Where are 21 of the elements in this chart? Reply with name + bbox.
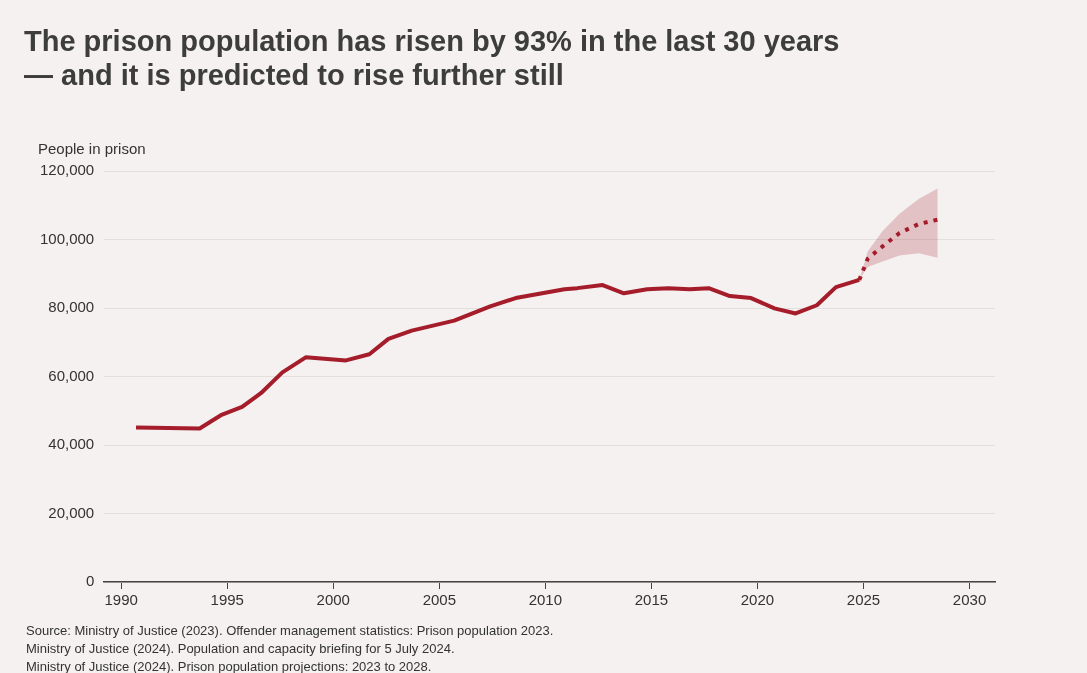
chart-title: The prison population has risen by 93% in the last 30 years — and it is predicted to rise further still (24, 24, 840, 92)
x-tick-label: 2000 (316, 591, 350, 609)
x-tick-label: 1990 (104, 591, 138, 609)
x-tick-label: 2010 (528, 591, 563, 609)
y-tick-label: 100,000 (39, 229, 95, 247)
y-tick-label: 20,000 (48, 503, 95, 521)
x-tick-label: 2025 (846, 591, 881, 609)
y-tick-label: 0 (85, 572, 95, 590)
x-tick-label: 2015 (634, 591, 669, 609)
y-axis-title: People in prison (38, 140, 146, 157)
x-tick-label: 2005 (422, 591, 457, 609)
x-tick-label: 2020 (740, 591, 775, 609)
y-tick-label: 120,000 (39, 161, 95, 179)
x-tick-label: 1995 (210, 591, 244, 609)
text: Ministry of Justice (2024). Prison population projections: 2023 to 2028. (26, 658, 433, 673)
y-tick-label: 40,000 (48, 435, 95, 453)
x-tick-label: 2030 (952, 591, 987, 609)
source-note: Source: Ministry of Justice (2023). Offender management statistics: Prison population 2023. (26, 622, 554, 640)
text: Ministry of Justice (2024). Population and capacity briefing for 5 July 2024. (26, 640, 456, 658)
y-tick-label: 80,000 (48, 298, 95, 316)
y-tick-label: 60,000 (48, 366, 95, 384)
